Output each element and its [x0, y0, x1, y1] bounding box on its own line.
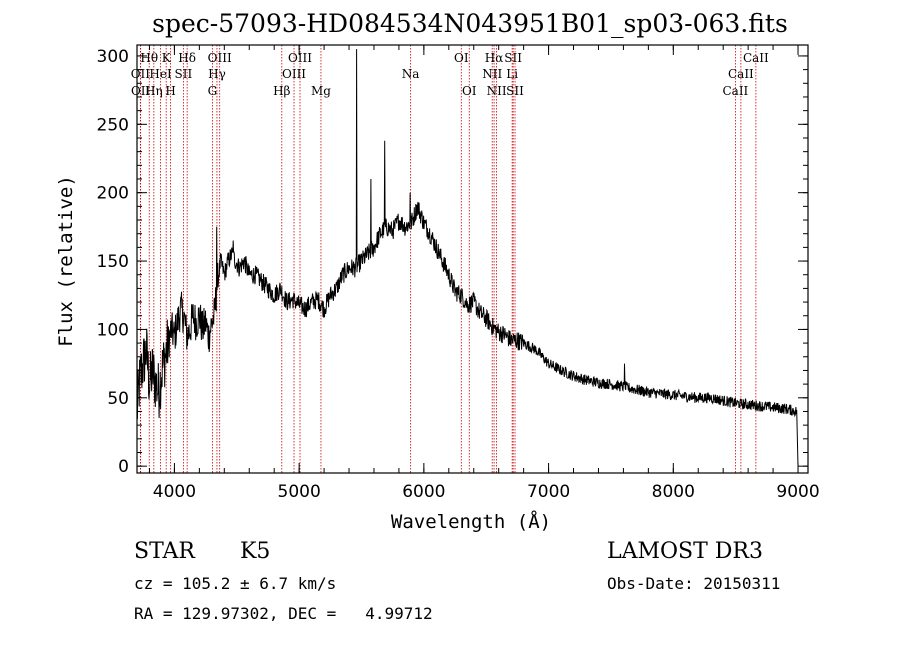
line-label: OI — [462, 84, 477, 98]
x-tick-label: 7000 — [527, 482, 570, 502]
x-tick-label: 9000 — [776, 482, 819, 502]
line-label: NII — [482, 67, 502, 81]
line-label: CaII — [722, 84, 748, 98]
line-label: Hθ — [140, 51, 158, 65]
line-label: Hβ — [273, 84, 290, 98]
line-label: CaII — [728, 67, 754, 81]
line-label: SII — [506, 84, 524, 98]
line-label: Mg — [311, 84, 331, 98]
line-label: SII — [504, 51, 522, 65]
line-label: OII — [131, 84, 151, 98]
y-tick-label: 50 — [107, 389, 129, 409]
line-label: G — [208, 84, 218, 98]
line-label: Hδ — [178, 51, 196, 65]
spectral-line-markers — [139, 45, 757, 473]
survey-name: LAMOST DR3 — [607, 539, 763, 564]
line-label: NII — [487, 84, 507, 98]
coordinates-line: RA = 129.97302, DEC = 4.99712 — [134, 604, 433, 623]
line-label: K — [162, 51, 172, 65]
line-label: Hα — [485, 51, 504, 65]
line-label: Hη — [145, 84, 163, 98]
line-label: OII — [131, 67, 151, 81]
y-tick-label: 200 — [97, 184, 129, 204]
x-axis-label: Wavelength (Å) — [391, 510, 551, 533]
obs-date-line: Obs-Date: 20150311 — [607, 574, 780, 593]
line-label: OIII — [208, 51, 232, 65]
line-label: Hγ — [208, 67, 226, 81]
x-tick-label: 5000 — [278, 482, 321, 502]
line-label: SII — [175, 67, 193, 81]
redshift-line: cz = 105.2 ± 6.7 km/s — [134, 574, 336, 593]
line-label: OI — [454, 51, 469, 65]
spectrum-trace — [136, 49, 799, 467]
object-class: STAR — [134, 539, 196, 564]
x-tick-label: 8000 — [652, 482, 695, 502]
y-tick-label: 300 — [97, 47, 129, 67]
y-tick-label: 100 — [97, 320, 129, 340]
line-label: CaII — [743, 51, 769, 65]
y-axis-label: Flux (relative) — [55, 175, 77, 347]
axis-ticks: 4000 5000 6000 7000 8000 9000 0 50 100 150 200 250 3… — [97, 45, 820, 502]
line-label: Li — [506, 67, 518, 81]
line-label: HeI — [149, 67, 172, 81]
y-tick-label: 0 — [118, 457, 129, 477]
y-tick-label: 250 — [97, 115, 129, 135]
line-label: OIII — [288, 51, 312, 65]
line-label: H — [165, 84, 175, 98]
x-tick-label: 4000 — [153, 482, 196, 502]
y-tick-label: 150 — [97, 252, 129, 272]
line-label: OIII — [282, 67, 306, 81]
plot-frame — [136, 44, 809, 474]
x-tick-label: 6000 — [402, 482, 445, 502]
chart-title: spec-57093-HD084534N043951B01_sp03-063.f… — [152, 9, 788, 38]
object-subclass: K5 — [240, 539, 270, 564]
line-label: Na — [402, 67, 420, 81]
